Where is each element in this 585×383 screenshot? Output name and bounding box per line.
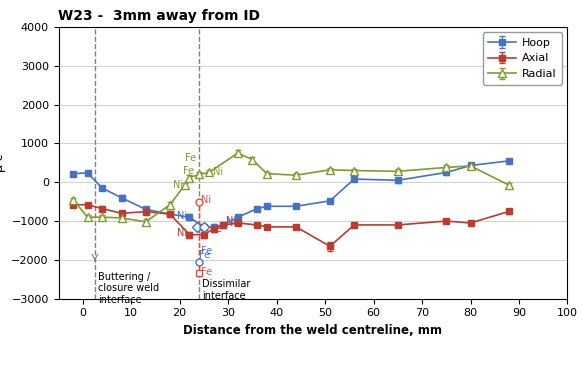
Legend: Hoop, Axial, Radial: Hoop, Axial, Radial xyxy=(483,33,562,85)
Text: W23 -  3mm away from ID: W23 - 3mm away from ID xyxy=(58,9,260,23)
Text: Ni: Ni xyxy=(226,218,236,228)
X-axis label: Distance from the weld centreline, mm: Distance from the weld centreline, mm xyxy=(184,324,442,337)
Text: Ni: Ni xyxy=(226,216,236,226)
Text: Ni: Ni xyxy=(173,180,184,190)
Text: Fe: Fe xyxy=(185,153,197,163)
Text: Fe: Fe xyxy=(211,224,222,234)
Text: Ni: Ni xyxy=(212,167,223,177)
Text: Fe: Fe xyxy=(183,165,194,175)
Text: Ni: Ni xyxy=(201,195,211,205)
Text: Dissimilar
interface: Dissimilar interface xyxy=(202,279,250,301)
Text: Fe: Fe xyxy=(201,246,212,256)
Y-axis label: μ ε: μ ε xyxy=(0,154,6,172)
Text: Fe: Fe xyxy=(201,267,212,277)
Text: Ni: Ni xyxy=(177,211,187,221)
Text: Fe: Fe xyxy=(199,250,210,260)
Text: Ni: Ni xyxy=(177,229,187,239)
Text: Buttering /
closure weld
interface: Buttering / closure weld interface xyxy=(98,272,159,305)
